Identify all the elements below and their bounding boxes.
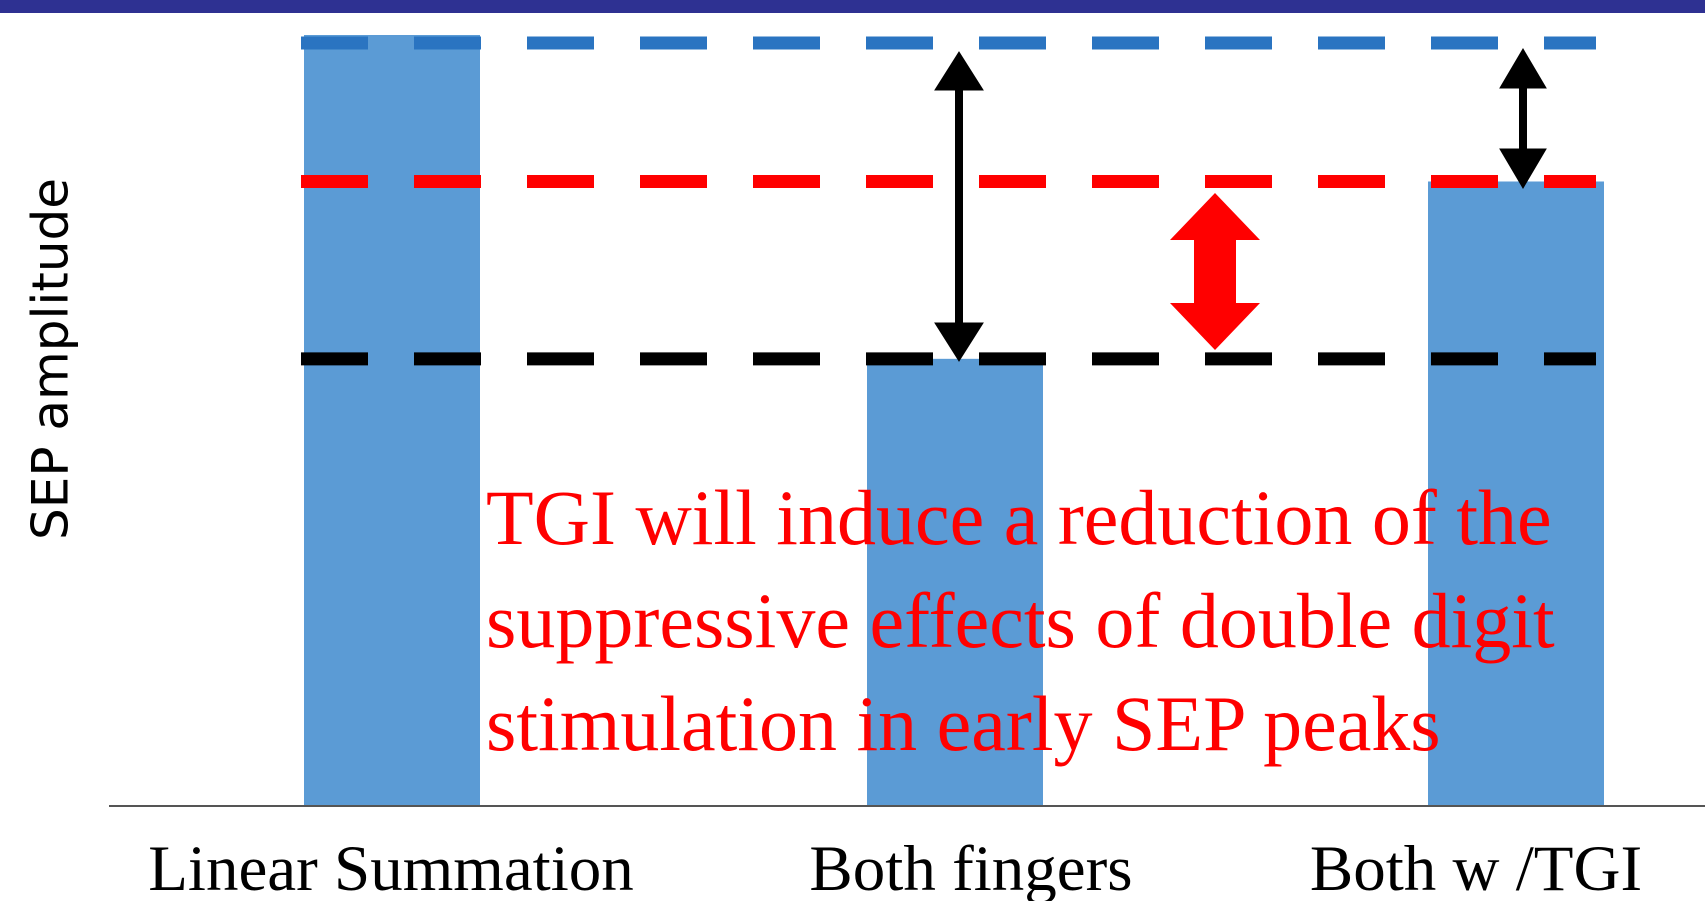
annotation-line: stimulation in early SEP peaks xyxy=(486,680,1441,767)
annotation-line: suppressive effects of double digit xyxy=(486,577,1555,664)
arrows xyxy=(934,48,1547,362)
bar xyxy=(304,35,480,806)
arrow xyxy=(934,51,984,362)
x-tick-label: Both fingers xyxy=(809,833,1132,901)
x-tick-label: Linear Summation xyxy=(148,833,634,901)
annotation: TGI will induce a reduction of the suppre… xyxy=(486,474,1555,767)
annotation-line: TGI will induce a reduction of the xyxy=(486,474,1552,561)
bar xyxy=(1428,181,1604,807)
plot xyxy=(109,35,1705,807)
y-axis-label: SEP amplitude xyxy=(22,178,80,540)
arrow xyxy=(1499,48,1547,189)
x-tick-label: Both w /TGI xyxy=(1310,833,1642,901)
arrow xyxy=(1170,193,1260,350)
bar xyxy=(867,358,1043,806)
top-band xyxy=(0,0,1705,13)
